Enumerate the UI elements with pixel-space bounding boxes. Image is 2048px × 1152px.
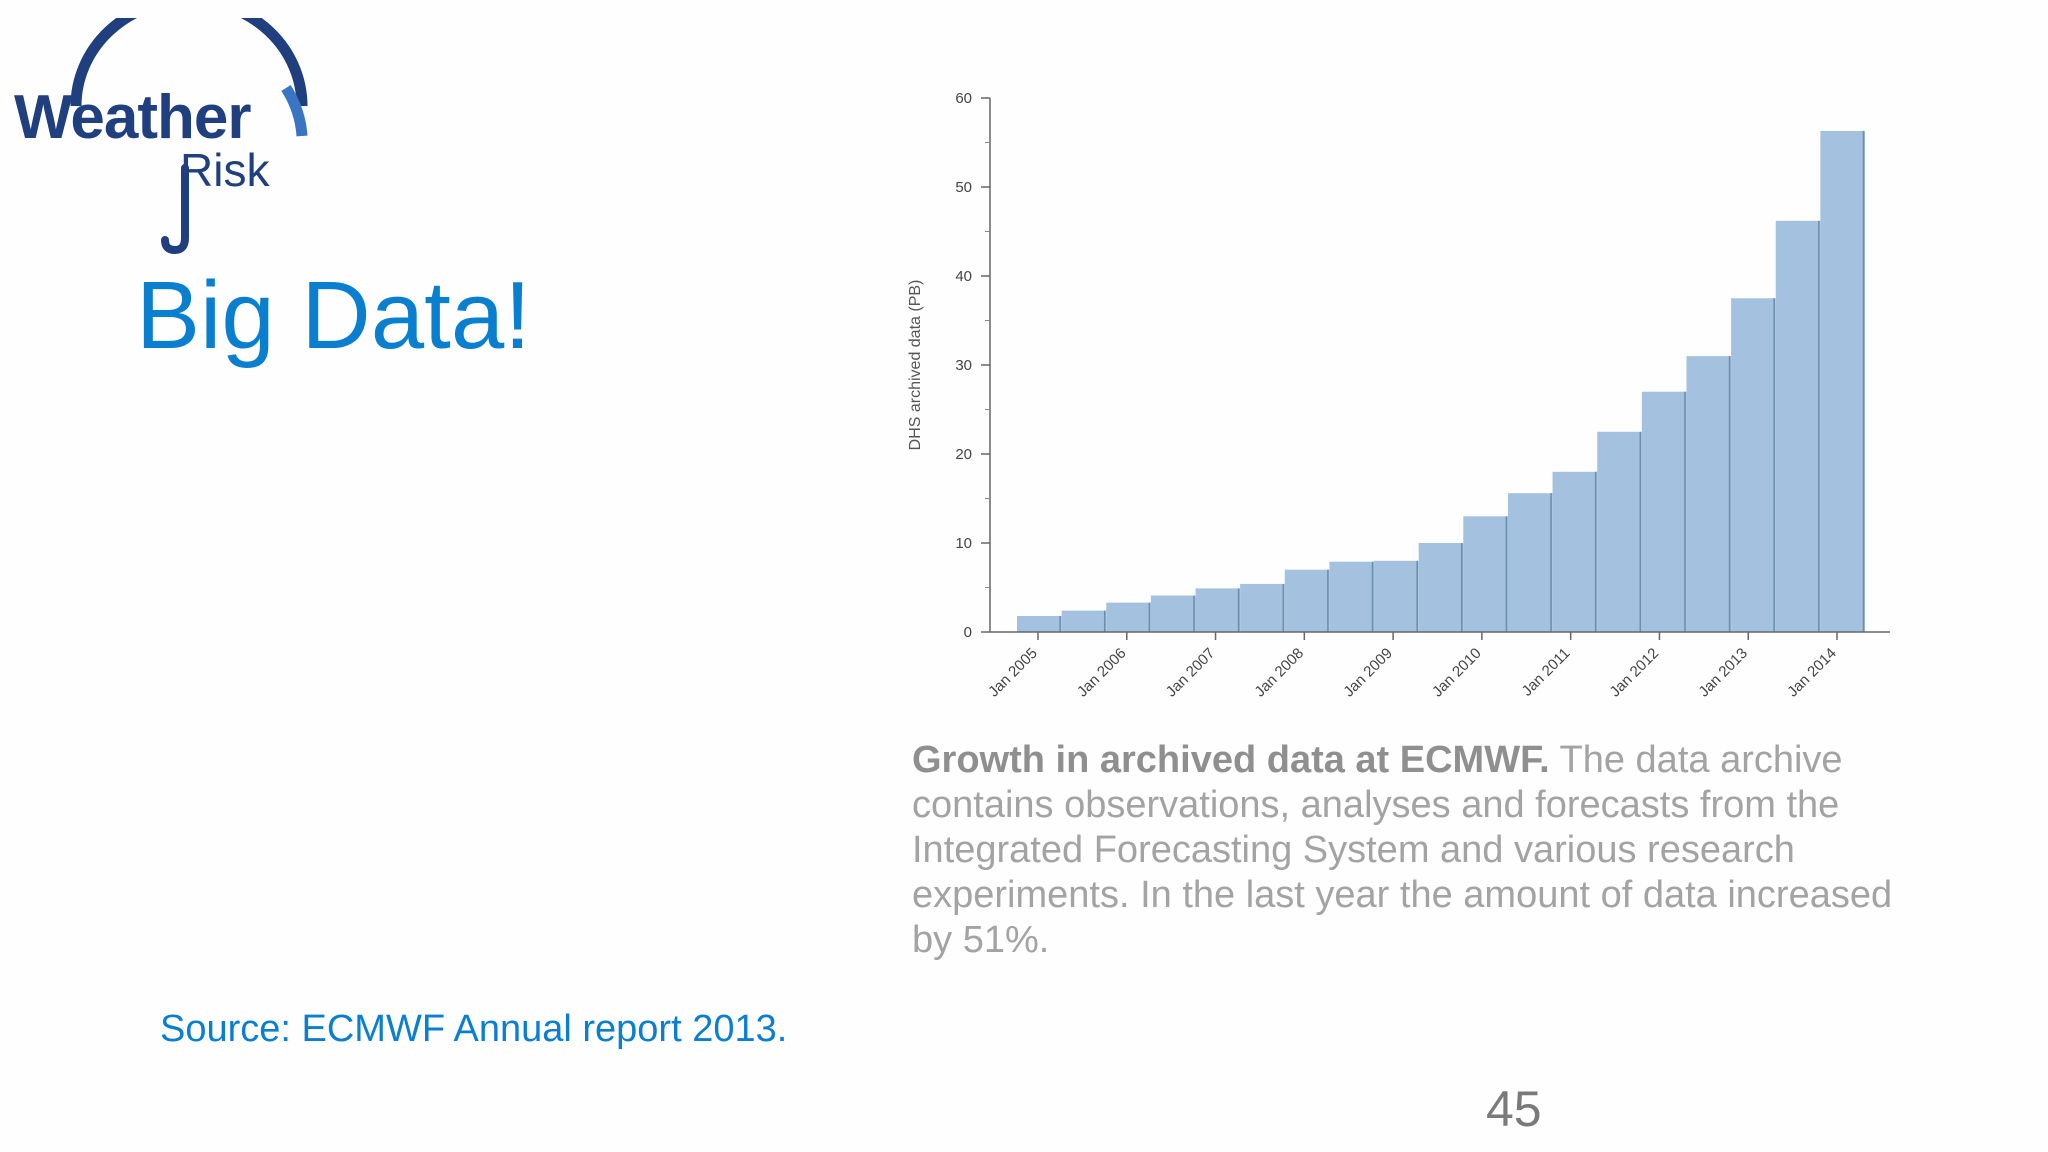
bar (1418, 543, 1464, 632)
y-tick-label: 60 (955, 90, 972, 107)
x-tick-label: Jan 2007 (1163, 645, 1219, 701)
bar (1017, 615, 1062, 632)
bar (1597, 431, 1642, 632)
slide-title: Big Data! (136, 262, 531, 369)
x-tick-label: Jan 2014 (1784, 645, 1840, 701)
bar (1374, 560, 1419, 632)
y-tick-label: 40 (955, 268, 972, 285)
y-tick-label: 20 (955, 446, 972, 463)
bar (1820, 130, 1865, 632)
bar (1284, 569, 1330, 632)
y-tick-label: 50 (955, 179, 972, 196)
x-tick-label: Jan 2011 (1519, 645, 1574, 700)
y-axis: 0 10 20 30 40 50 60 (955, 90, 991, 641)
bar (1195, 588, 1241, 632)
bar (1775, 220, 1821, 632)
bar (1731, 298, 1776, 632)
x-tick-label: Jan 2010 (1429, 645, 1485, 701)
umbrella-icon (70, 18, 308, 107)
bar (1686, 356, 1732, 632)
source-note: Source: ECMWF Annual report 2013. (160, 1008, 788, 1050)
bar (1552, 471, 1598, 632)
x-tick-label: Jan 2008 (1251, 645, 1307, 701)
bar (1329, 561, 1375, 632)
x-axis: Jan 2005 Jan 2006 Jan 2007 Jan 2008 Jan 2009… (985, 631, 1890, 701)
bar (1240, 583, 1285, 632)
y-tick-label: 30 (955, 357, 972, 374)
bar (1507, 493, 1553, 632)
bar (1061, 610, 1107, 632)
caption-text: The data archive contains observations, … (912, 739, 1893, 961)
x-tick-label: Jan 2006 (1074, 645, 1130, 701)
x-tick-label: Jan 2012 (1607, 645, 1663, 701)
bar (1463, 516, 1508, 632)
y-axis-label: DHS archived data (PB) (907, 280, 924, 451)
caption-bold: Growth in archived data at ECMWF. (912, 739, 1550, 781)
bar (1641, 391, 1687, 632)
x-tick-label: Jan 2005 (985, 645, 1041, 701)
bar-series (1017, 130, 1865, 632)
x-tick-label: Jan 2009 (1340, 645, 1396, 701)
y-tick-label: 10 (955, 535, 972, 552)
page-number: 45 (1486, 1081, 1542, 1137)
weather-risk-logo: Weather Risk (14, 18, 308, 255)
bar (1106, 602, 1151, 632)
bar (1150, 595, 1196, 632)
logo-text-weather: Weather (14, 83, 251, 152)
chart-caption: Growth in archived data at ECMWF. The da… (912, 738, 1912, 963)
y-tick-label: 0 (964, 624, 972, 641)
x-tick-label: Jan 2013 (1695, 645, 1751, 701)
logo-text-risk: Risk (180, 144, 270, 196)
